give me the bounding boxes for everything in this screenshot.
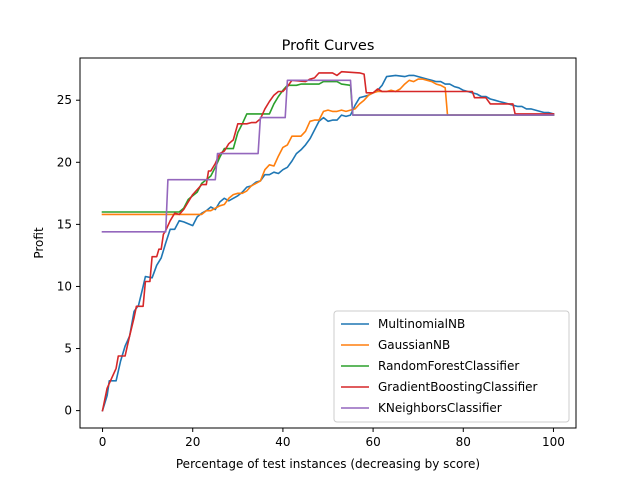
legend-label-0: MultinomialNB: [378, 317, 465, 331]
y-tick-label: 0: [64, 404, 72, 418]
series-layer: [101, 70, 555, 412]
legend-label-2: RandomForestClassifier: [378, 359, 519, 373]
legend-label-4: KNeighborsClassifier: [378, 401, 502, 415]
y-axis: 0 5 10 15 20 25: [57, 93, 80, 418]
x-tick-label: 40: [275, 435, 290, 449]
x-axis-label: Percentage of test instances (decreasing…: [176, 457, 480, 471]
plot-frame: [79, 57, 577, 429]
x-axis: 0 20 40 60 80 100: [99, 428, 565, 449]
series-line-3: [101, 70, 555, 412]
y-tick-label: 5: [64, 342, 72, 356]
legend-label-1: GaussianNB: [378, 338, 450, 352]
y-axis-label: Profit: [32, 227, 46, 259]
series-line-4: [101, 79, 555, 233]
series-line-0: [101, 74, 555, 412]
y-tick-label: 20: [57, 155, 72, 169]
legend-label-3: GradientBoostingClassifier: [378, 380, 538, 394]
x-tick-label: 80: [456, 435, 471, 449]
y-tick-label: 25: [57, 93, 72, 107]
series-line-1: [101, 78, 555, 216]
x-tick-label: 100: [542, 435, 565, 449]
legend-box: [333, 310, 570, 423]
chart-title: Profit Curves: [282, 38, 375, 54]
y-tick-label: 10: [57, 279, 72, 293]
legend: MultinomialNB GaussianNB RandomForestClass…: [333, 310, 570, 423]
x-tick-label: 0: [99, 435, 107, 449]
x-tick-label: 20: [185, 435, 200, 449]
x-tick-label: 60: [365, 435, 380, 449]
y-tick-label: 15: [57, 217, 72, 231]
